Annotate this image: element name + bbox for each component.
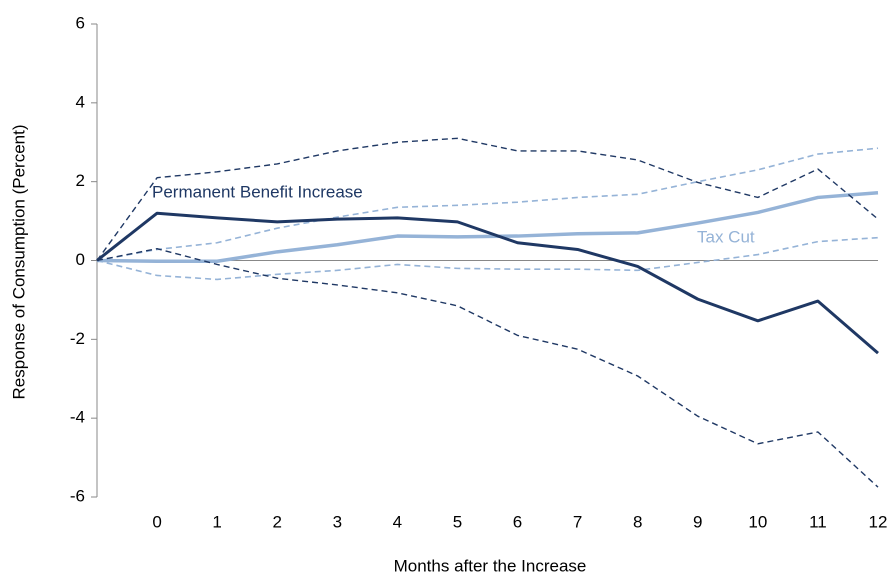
y-axis-label: Response of Consumption (Percent) <box>9 125 28 400</box>
x-tick-label: 10 <box>748 512 767 531</box>
band-line <box>96 236 879 281</box>
x-tick-label: 5 <box>453 512 462 531</box>
x-tick-label: 7 <box>573 512 582 531</box>
x-tick-label: 2 <box>272 512 281 531</box>
band-line <box>96 247 879 488</box>
x-tick-label: 4 <box>393 512 402 531</box>
x-tick-label: 3 <box>333 512 342 531</box>
series-line <box>96 190 879 264</box>
series-label: Tax Cut <box>697 227 755 246</box>
x-tick-label: 12 <box>869 512 888 531</box>
band-line <box>96 137 879 261</box>
y-tick-label: 4 <box>76 92 85 111</box>
x-tick-label: 0 <box>152 512 161 531</box>
band-line <box>96 147 879 262</box>
series-label: Permanent Benefit Increase <box>152 182 363 201</box>
y-tick-label: 0 <box>76 250 85 269</box>
x-tick-label: 9 <box>693 512 702 531</box>
y-tick-label: -2 <box>70 329 85 348</box>
x-tick-label: 8 <box>633 512 642 531</box>
y-tick-label: -4 <box>70 408 85 427</box>
y-tick-label: 6 <box>76 13 85 32</box>
y-tick-label: 2 <box>76 171 85 190</box>
x-axis-label: Months after the Increase <box>394 556 587 575</box>
series-line <box>96 211 879 355</box>
x-tick-label: 6 <box>513 512 522 531</box>
y-tick-label: -6 <box>70 486 85 505</box>
x-tick-label: 1 <box>212 512 221 531</box>
x-tick-label: 11 <box>809 512 827 531</box>
